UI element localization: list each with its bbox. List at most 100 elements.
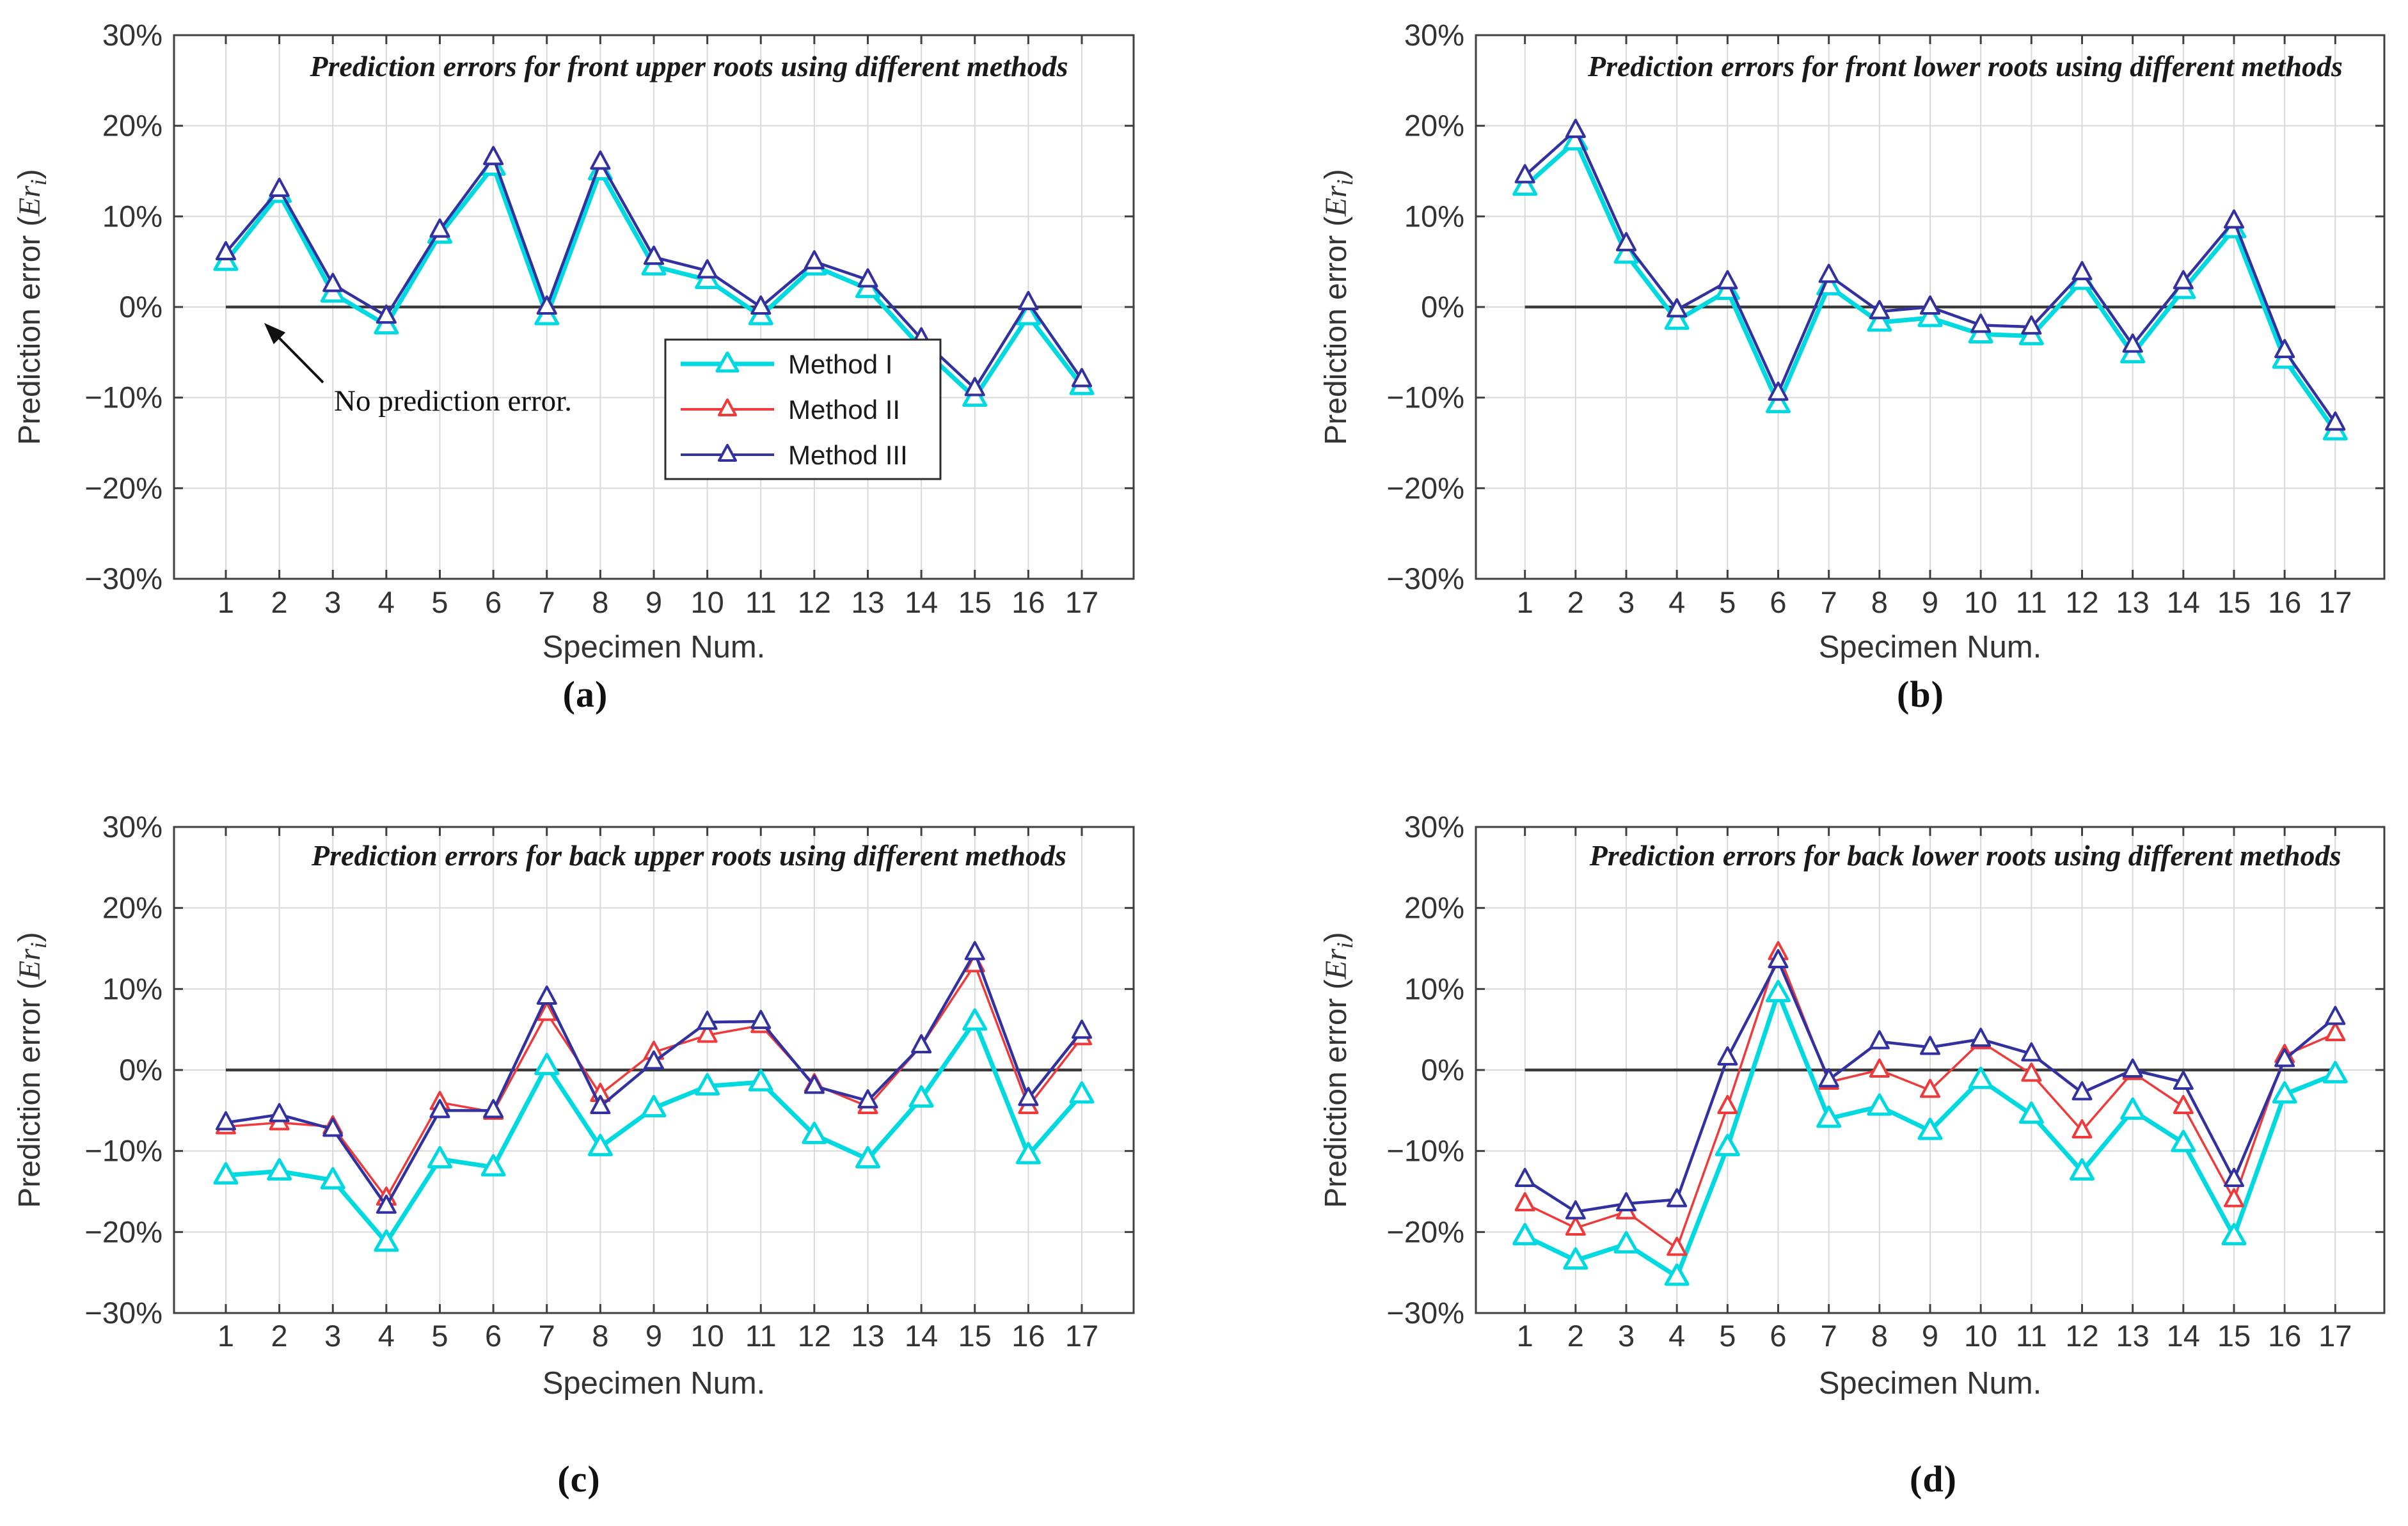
svg-text:10%: 10% (102, 199, 162, 233)
panel-a: Prediction errors for front upper roots … (0, 0, 1204, 763)
panel-d: Prediction errors for back lower roots u… (1204, 763, 2408, 1526)
svg-text:Prediction errors for back upp: Prediction errors for back upper roots u… (311, 839, 1066, 872)
svg-text:13: 13 (851, 1319, 884, 1353)
svg-text:5: 5 (1719, 1319, 1736, 1353)
caption-d: (d) (1910, 1458, 1957, 1500)
svg-text:17: 17 (1065, 1319, 1098, 1353)
svg-text:Specimen Num.: Specimen Num. (1819, 630, 2042, 665)
svg-text:−10%: −10% (84, 381, 162, 414)
svg-text:10: 10 (1964, 1319, 1997, 1353)
svg-text:7: 7 (539, 1319, 555, 1353)
svg-text:5: 5 (431, 1319, 448, 1353)
svg-text:10: 10 (690, 585, 724, 619)
svg-text:4: 4 (1668, 585, 1685, 619)
chart-c: Prediction errors for back upper roots u… (13, 810, 1135, 1401)
svg-text:Prediction error (Eri): Prediction error (Eri) (13, 169, 51, 444)
svg-text:Prediction errors for front up: Prediction errors for front upper roots … (309, 50, 1068, 83)
svg-text:16: 16 (2268, 1319, 2301, 1353)
svg-text:10%: 10% (1404, 199, 1464, 233)
svg-text:17: 17 (2318, 585, 2352, 619)
svg-text:0%: 0% (1421, 1053, 1464, 1087)
caption-a: (a) (562, 673, 608, 715)
svg-text:2: 2 (1567, 1319, 1584, 1353)
svg-text:0%: 0% (119, 1053, 162, 1087)
svg-text:16: 16 (1011, 1319, 1045, 1353)
chart-a: Prediction errors for front upper roots … (13, 18, 1135, 665)
panel-c: Prediction errors for back upper roots u… (0, 763, 1204, 1526)
svg-text:2: 2 (271, 585, 288, 619)
svg-text:15: 15 (958, 585, 992, 619)
svg-text:2: 2 (271, 1319, 288, 1353)
svg-text:8: 8 (1871, 1319, 1888, 1353)
svg-text:3: 3 (324, 585, 341, 619)
svg-text:16: 16 (2268, 585, 2301, 619)
svg-text:10: 10 (1964, 585, 1997, 619)
svg-text:8: 8 (1871, 585, 1888, 619)
svg-text:14: 14 (2167, 1319, 2200, 1353)
svg-text:Prediction errors for front lo: Prediction errors for front lower roots … (1587, 50, 2343, 83)
svg-text:−20%: −20% (1386, 471, 1464, 505)
svg-text:13: 13 (2116, 1319, 2150, 1353)
svg-text:10%: 10% (1404, 971, 1464, 1005)
svg-text:−30%: −30% (1386, 1296, 1464, 1330)
svg-text:11: 11 (745, 585, 777, 619)
svg-text:9: 9 (1922, 1319, 1938, 1353)
svg-text:8: 8 (592, 1319, 608, 1353)
svg-text:11: 11 (2016, 1319, 2047, 1353)
svg-text:11: 11 (745, 1319, 777, 1353)
svg-text:1: 1 (218, 585, 234, 619)
svg-text:−10%: −10% (1386, 381, 1464, 414)
svg-text:9: 9 (646, 1319, 662, 1353)
svg-text:2: 2 (1567, 585, 1584, 619)
svg-text:3: 3 (1618, 585, 1635, 619)
svg-text:15: 15 (2217, 1319, 2251, 1353)
caption-c: (c) (557, 1458, 601, 1500)
svg-text:17: 17 (2318, 1319, 2352, 1353)
svg-text:−30%: −30% (84, 562, 162, 595)
svg-text:12: 12 (798, 585, 831, 619)
chart-d: Prediction errors for back lower roots u… (1319, 810, 2386, 1401)
svg-text:Method III: Method III (788, 440, 908, 470)
chart-b: Prediction errors for front lower roots … (1319, 18, 2386, 665)
svg-text:−30%: −30% (84, 1296, 162, 1330)
svg-text:12: 12 (2065, 1319, 2098, 1353)
svg-text:5: 5 (1719, 585, 1736, 619)
svg-text:16: 16 (1011, 585, 1045, 619)
svg-text:No prediction error.: No prediction error. (334, 384, 572, 418)
svg-text:−20%: −20% (84, 471, 162, 505)
svg-text:15: 15 (2217, 585, 2251, 619)
svg-text:7: 7 (1821, 585, 1837, 619)
svg-text:0%: 0% (1421, 290, 1464, 324)
svg-text:7: 7 (539, 585, 555, 619)
svg-text:Prediction error (Eri): Prediction error (Eri) (1319, 169, 1358, 444)
svg-text:0%: 0% (119, 290, 162, 324)
svg-text:12: 12 (2065, 585, 2098, 619)
svg-text:Prediction error (Eri): Prediction error (Eri) (13, 932, 51, 1207)
svg-text:−20%: −20% (1386, 1215, 1464, 1248)
svg-text:4: 4 (1668, 1319, 1685, 1353)
svg-text:3: 3 (324, 1319, 341, 1353)
panel-b: Prediction errors for front lower roots … (1204, 0, 2408, 763)
svg-text:5: 5 (431, 585, 448, 619)
svg-text:Specimen Num.: Specimen Num. (543, 630, 766, 665)
svg-text:6: 6 (1770, 585, 1786, 619)
svg-text:11: 11 (2016, 585, 2047, 619)
svg-text:12: 12 (798, 1319, 831, 1353)
svg-text:7: 7 (1821, 1319, 1837, 1353)
svg-text:6: 6 (485, 1319, 502, 1353)
svg-text:Prediction error (Eri): Prediction error (Eri) (1319, 932, 1358, 1207)
svg-text:14: 14 (2167, 585, 2200, 619)
svg-text:20%: 20% (102, 109, 162, 143)
svg-text:6: 6 (485, 585, 502, 619)
svg-text:9: 9 (1922, 585, 1938, 619)
svg-text:13: 13 (851, 585, 884, 619)
svg-text:17: 17 (1065, 585, 1098, 619)
svg-text:Method II: Method II (788, 395, 900, 425)
svg-text:−10%: −10% (1386, 1134, 1464, 1168)
svg-text:8: 8 (592, 585, 608, 619)
svg-text:13: 13 (2116, 585, 2150, 619)
svg-text:14: 14 (905, 1319, 938, 1353)
svg-text:1: 1 (1517, 585, 1533, 619)
svg-text:20%: 20% (1404, 109, 1464, 143)
